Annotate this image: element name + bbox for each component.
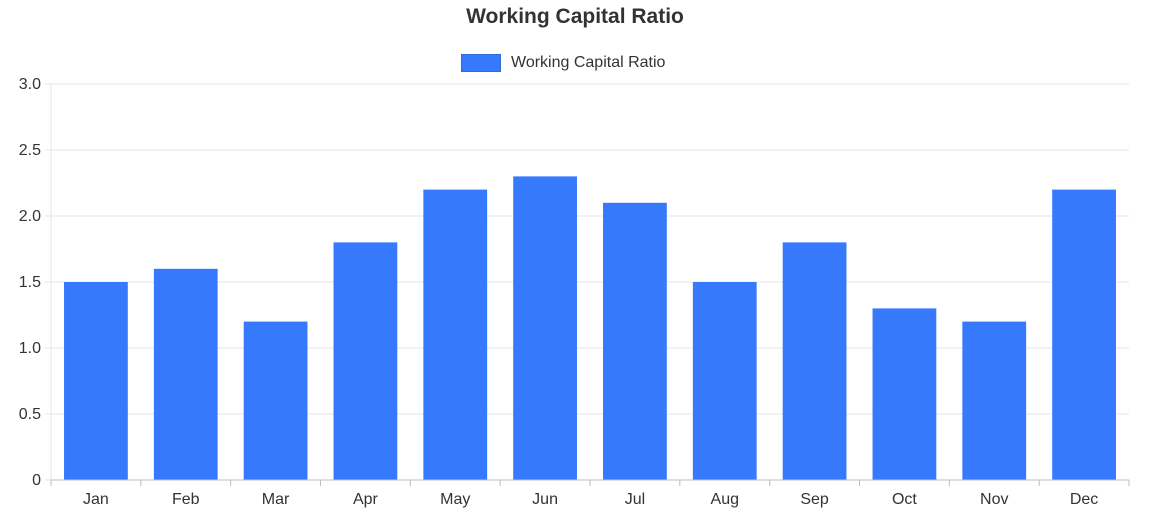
x-tick-label: Sep (800, 491, 829, 508)
x-tick-label: Jun (532, 491, 558, 508)
bar (423, 189, 488, 480)
y-tick-label: 1.5 (19, 274, 41, 291)
y-tick-label: 1.0 (19, 340, 41, 357)
x-tick-label: Apr (353, 491, 379, 508)
x-tick-label: Mar (262, 491, 290, 508)
x-tick-label: Nov (980, 491, 1008, 508)
y-tick-label: 0.5 (19, 406, 41, 423)
bar (872, 308, 937, 480)
bar (333, 242, 398, 480)
x-tick-label: Feb (172, 491, 200, 508)
bar (513, 176, 577, 480)
bar (1052, 189, 1116, 480)
x-tick-label: Aug (711, 491, 739, 508)
bar (153, 268, 218, 480)
bar (64, 282, 128, 480)
y-tick-label: 2.0 (19, 208, 41, 225)
bar (782, 242, 847, 480)
chart-title: Working Capital Ratio (466, 5, 684, 28)
legend-label: Working Capital Ratio (511, 54, 666, 71)
x-tick-label: Oct (892, 491, 917, 508)
y-tick-label: 3.0 (19, 76, 41, 93)
bar (962, 321, 1027, 480)
legend[interactable]: Working Capital Ratio (461, 52, 665, 74)
bar (243, 321, 308, 480)
x-tick-label: Dec (1070, 491, 1098, 508)
x-tick-label: May (440, 491, 470, 508)
y-tick-label: 2.5 (19, 142, 41, 159)
bar (603, 202, 667, 481)
legend-swatch (461, 54, 501, 72)
bar (692, 282, 757, 480)
y-tick-label: 0 (32, 472, 41, 489)
x-tick-label: Jul (625, 491, 645, 508)
x-tick-label: Jan (83, 491, 109, 508)
